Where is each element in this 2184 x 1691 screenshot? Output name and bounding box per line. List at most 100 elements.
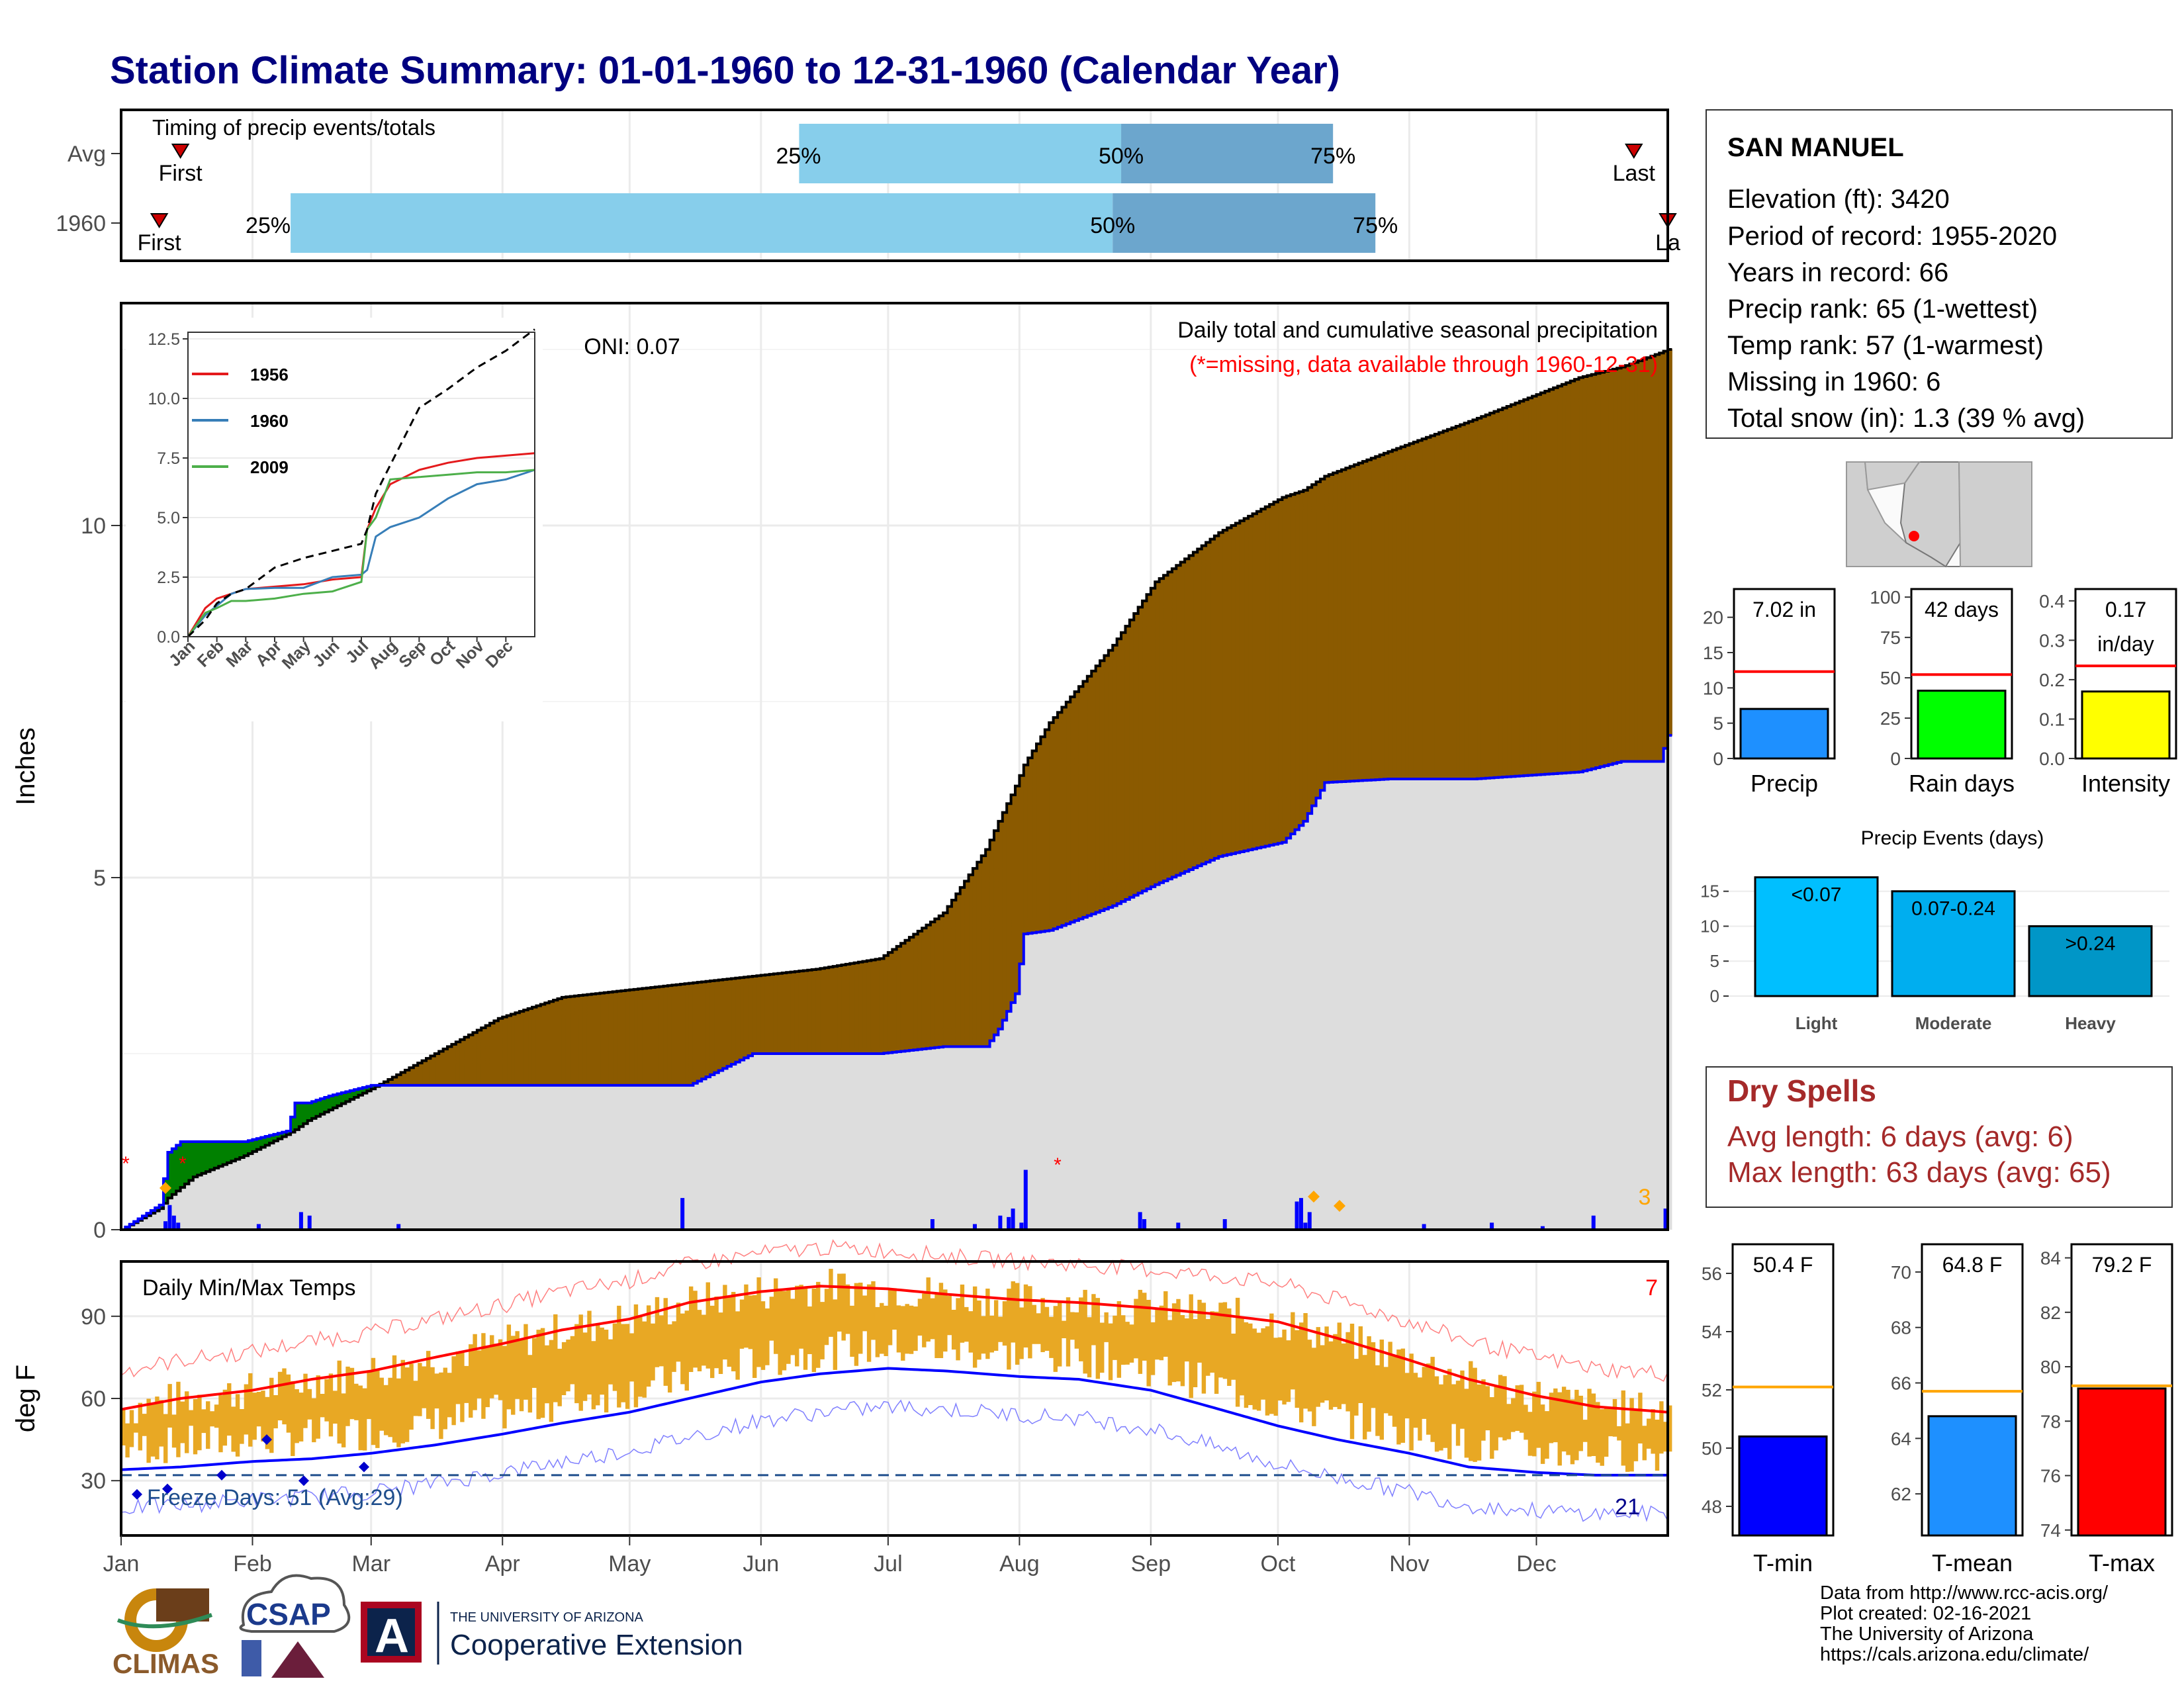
summary-ytick-label: 56 [1702, 1263, 1722, 1284]
dry-spells-box: Dry Spells Avg length: 6 days (avg: 6) M… [1706, 1066, 2173, 1208]
summary-ytick-label: 0 [1713, 749, 1723, 769]
inset-series-line [187, 469, 535, 637]
daily-precip-bar [1138, 1212, 1142, 1230]
last-event-label: Last [1613, 161, 1656, 186]
daily-precip-bar [167, 1205, 172, 1230]
summary-ytick-label: 68 [1891, 1318, 1911, 1338]
station-location-dot [1909, 531, 1919, 541]
summary-value-label: 64.8 F [1942, 1253, 2003, 1277]
summary-ytick-label: 80 [2040, 1357, 2061, 1377]
summary-value-label: in/day [2097, 632, 2154, 656]
month-tick-label: Mar [351, 1551, 390, 1577]
summary-ytick-label: 64 [1891, 1428, 1911, 1449]
timing-label-75: 75% [1310, 144, 1355, 169]
dry-spells-title: Dry Spells [1727, 1074, 1876, 1108]
inset-ytick-label: 2.5 [157, 569, 180, 587]
timing-label-50: 50% [1090, 213, 1135, 238]
summary-bar [1738, 1435, 1828, 1537]
missing-marker: * [1054, 1154, 1062, 1176]
month-tick-label: Jan [103, 1551, 140, 1577]
record-low-marker [216, 1469, 227, 1481]
events-ytick-label: 10 [1700, 916, 1719, 936]
logo-climas-text: CLIMAS [113, 1648, 219, 1679]
summary-ytick-label: 82 [2040, 1303, 2061, 1323]
events-value-label: <0.07 [1792, 884, 1842, 906]
daily-precip-bar [298, 1212, 303, 1230]
summary-ytick-label: 48 [1702, 1496, 1722, 1517]
daily-precip-bar [1303, 1222, 1308, 1230]
record-low-marker [162, 1483, 173, 1494]
timing-label-75: 75% [1353, 213, 1398, 238]
missing-marker: * [179, 1153, 187, 1175]
inset-legend-label: 1960 [250, 411, 289, 431]
month-tick-label: Jun [743, 1551, 779, 1577]
summary-bar [2081, 690, 2171, 760]
precip-ylabel: Inches [11, 727, 40, 805]
dry-spells-max: Max length: 63 days (avg: 65) [1727, 1156, 2111, 1189]
inset-legend-label: 1956 [250, 365, 289, 385]
summary-ytick-label: 50 [1880, 668, 1901, 688]
current-cumulative-area [121, 735, 1672, 1230]
first-event-label: First [159, 161, 203, 186]
temp-ytick-label: 30 [81, 1469, 106, 1494]
logo-ua-small: THE UNIVERSITY OF ARIZONA [450, 1610, 644, 1625]
inset-series-line [187, 328, 535, 638]
summary-value-label: 79.2 F [2092, 1253, 2152, 1277]
temp-ytick-label: 60 [81, 1387, 106, 1412]
summary-bar-label: Precip [1751, 770, 1818, 797]
footer-line: The University of Arizona [1820, 1623, 2034, 1645]
daily-precip-bar [163, 1221, 168, 1230]
logo-csap-text: CSAP [246, 1597, 331, 1631]
summary-ytick-label: 70 [1891, 1262, 1911, 1283]
station-info-box: SAN MANUEL Elevation (ft): 3420 Period o… [1706, 109, 2173, 439]
temp-panel-label: Daily Min/Max Temps [142, 1275, 355, 1301]
inset-ytick-label: 10.0 [148, 390, 180, 408]
temp-ytick-label: 90 [81, 1304, 106, 1330]
summary-ytick-label: 50 [1702, 1438, 1722, 1459]
first-event-label: First [138, 230, 182, 255]
daily-precip-bar [1540, 1226, 1545, 1230]
events-title: Precip Events (days) [1861, 827, 2044, 849]
month-tick-label: Apr [485, 1551, 520, 1577]
timing-label-25: 25% [246, 213, 291, 238]
precip-ytick-label: 10 [81, 514, 106, 539]
timing-row-label: 1960 [56, 211, 106, 236]
temp-bar-charts: 48 50 52 54 56 50.4 F T-min 62 64 66 68 70 64.8 F T-m… [1702, 1243, 2173, 1577]
missing-marker: * [122, 1153, 130, 1175]
logo-ua-letter: A [375, 1610, 409, 1663]
timing-label-50: 50% [1099, 144, 1144, 169]
precip-frame [120, 302, 1669, 1231]
daily-precip-bar [176, 1222, 181, 1230]
daily-precip-bar [1142, 1219, 1147, 1230]
record-low-marker [132, 1488, 142, 1500]
summary-ytick-label: 0.2 [2039, 670, 2065, 690]
daily-precip-bar [1176, 1222, 1181, 1230]
timing-bar-q25-q50 [799, 124, 1122, 183]
summary-bar-label: T-mean [1932, 1549, 2013, 1577]
summary-bar-charts: 0 5 10 15 20 7.02 in Precip 0 25 50 75 100 42 days Ra… [1703, 587, 2177, 797]
daily-precip-bar [1019, 1222, 1024, 1230]
month-tick-label: Jul [874, 1551, 902, 1577]
inset-ytick-label: 7.5 [157, 449, 180, 468]
location-map [1846, 461, 2032, 568]
timing-frame [120, 109, 1669, 262]
last-event-marker [1625, 144, 1643, 159]
footer-credits: Data from http://www.rcc-acis.org/ Plot … [1820, 1583, 2177, 1665]
month-tick-label: Feb [233, 1551, 272, 1577]
summary-bar-label: T-min [1753, 1549, 1813, 1577]
events-ytick-label: 15 [1700, 882, 1719, 901]
summary-ytick-label: 74 [2040, 1520, 2061, 1541]
daily-precip-bar [307, 1215, 312, 1230]
first-event-marker [150, 213, 169, 228]
summary-value-label: 0.17 [2105, 598, 2146, 621]
events-category-label: Light [1796, 1013, 1838, 1033]
summary-ytick-label: 15 [1703, 643, 1723, 663]
summary-bar-label: T-max [2089, 1549, 2155, 1577]
summary-value-label: 7.02 in [1752, 598, 1816, 621]
month-tick-label: Oct [1260, 1551, 1295, 1577]
daily-precip-bar [1295, 1201, 1299, 1230]
summary-ytick-label: 100 [1870, 587, 1901, 608]
daily-precip-bar [1007, 1216, 1011, 1230]
record-low-marker [359, 1461, 369, 1473]
